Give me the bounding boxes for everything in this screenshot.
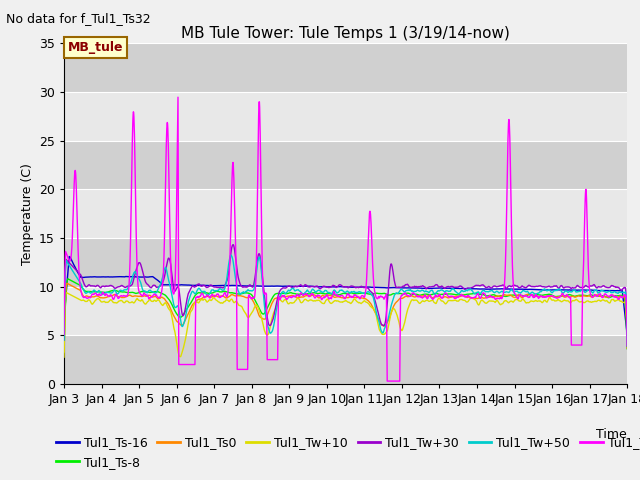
Bar	[64, 238, 627, 287]
Text: No data for f_Tul1_Ts32: No data for f_Tul1_Ts32	[6, 12, 151, 25]
Text: MB_tule: MB_tule	[68, 41, 124, 54]
Bar	[64, 336, 627, 384]
Y-axis label: Temperature (C): Temperature (C)	[20, 163, 33, 264]
Legend: Tul1_Ts-16, Tul1_Ts-8, Tul1_Ts0, Tul1_Tw+10, Tul1_Tw+30, Tul1_Tw+50, Tul1_Tw+100: Tul1_Ts-16, Tul1_Ts-8, Tul1_Ts0, Tul1_Tw…	[51, 432, 640, 474]
Bar	[64, 141, 627, 189]
Title: MB Tule Tower: Tule Temps 1 (3/19/14-now): MB Tule Tower: Tule Temps 1 (3/19/14-now…	[181, 25, 510, 41]
Text: Time: Time	[596, 428, 627, 441]
Bar	[64, 43, 627, 92]
